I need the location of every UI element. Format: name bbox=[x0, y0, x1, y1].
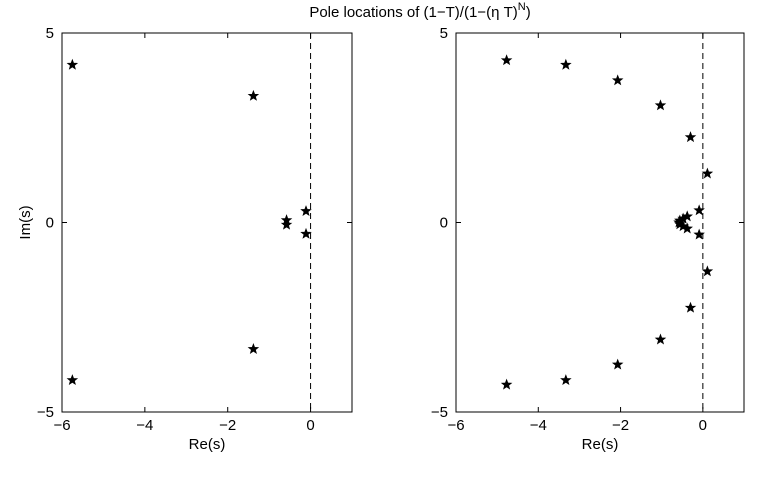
panel-2-xtick-label: −4 bbox=[530, 417, 547, 434]
panel-2-pole-marker bbox=[611, 74, 624, 86]
panel-1-axes-frame bbox=[61, 32, 353, 413]
panel-2-xlabel: Re(s) bbox=[582, 436, 619, 453]
panel-2-pole-marker bbox=[684, 301, 697, 313]
panel-2-pole-marker bbox=[500, 54, 513, 66]
panel-1-xtick-label: −4 bbox=[136, 417, 153, 434]
panel-1-pole-marker bbox=[300, 205, 312, 217]
panel-2-pole-marker bbox=[654, 333, 667, 345]
panel-2-pole-marker bbox=[684, 131, 697, 143]
title-superscript: N bbox=[518, 1, 526, 13]
panel-2-axes-frame bbox=[455, 32, 745, 413]
panel-1-xtick-label: −2 bbox=[219, 417, 236, 434]
panel-2-pole-marker bbox=[673, 216, 685, 228]
panel-2-pole-marker bbox=[560, 58, 572, 70]
panel-2-xtick-label: −6 bbox=[447, 417, 464, 434]
panel-1-ytick-label: 0 bbox=[46, 215, 54, 232]
panel-2-pole-marker bbox=[560, 374, 572, 386]
panel-1-pole-marker bbox=[247, 343, 260, 354]
panel-2-pole-marker bbox=[693, 204, 705, 216]
panel-1-ylabel: Im(s) bbox=[17, 205, 34, 239]
title-suffix: ) bbox=[526, 4, 531, 21]
panel-2-ytick-label: 0 bbox=[440, 215, 448, 232]
panel-2-ytick-label: 5 bbox=[440, 25, 448, 42]
panel-1-xlabel: Re(s) bbox=[189, 436, 226, 453]
panel-1-xtick-label: −6 bbox=[53, 417, 70, 434]
panel-2-pole-marker bbox=[701, 265, 714, 277]
panel-2-pole-marker bbox=[654, 99, 667, 111]
panel-2-pole-marker bbox=[701, 167, 714, 179]
panel-2-pole-marker bbox=[611, 358, 624, 370]
panel-1-pole-marker bbox=[300, 227, 312, 239]
panel-2-pole-marker bbox=[500, 378, 513, 390]
panel-2-xtick-label: −2 bbox=[612, 417, 629, 434]
title-prefix: Pole locations of (1−T)/(1−(η T) bbox=[309, 4, 517, 21]
panel-1-pole-marker bbox=[280, 218, 293, 230]
panel-1-pole-marker bbox=[66, 58, 79, 70]
panel-1-ytick-label: 5 bbox=[46, 25, 54, 42]
panel-1-ytick-label: −5 bbox=[37, 404, 54, 421]
panel-1-pole-marker bbox=[247, 89, 260, 101]
panel-1-pole-marker bbox=[66, 374, 79, 386]
panel-2-ytick-label: −5 bbox=[431, 404, 448, 421]
figure-title: Pole locations of (1−T)/(1−(η T)N) bbox=[309, 1, 530, 21]
panel-2-xtick-label: 0 bbox=[699, 417, 707, 434]
panel-1-xtick-label: 0 bbox=[306, 417, 314, 434]
panel-2-pole-marker bbox=[693, 228, 705, 240]
